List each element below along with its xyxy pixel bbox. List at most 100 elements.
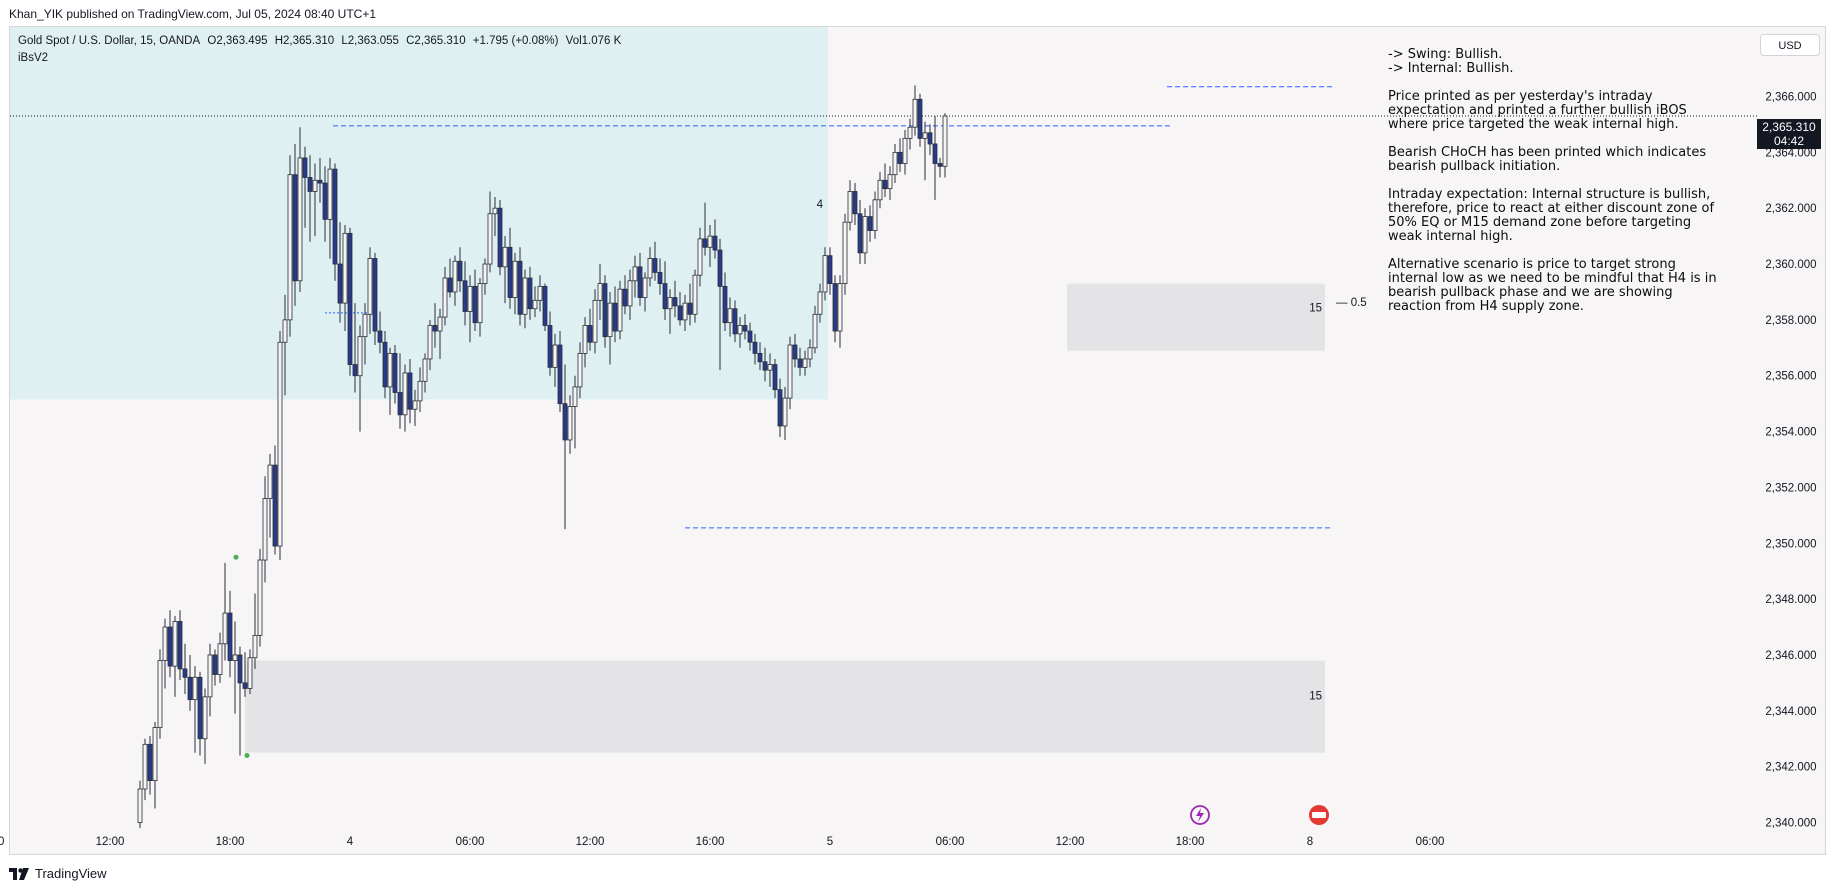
bull-candle <box>477 283 483 324</box>
bull-candle <box>802 358 808 368</box>
high-value: H2,365.310 <box>274 35 335 47</box>
bear-candle <box>187 676 193 701</box>
y-tick-label: 2,360.000 <box>1765 259 1816 271</box>
bear-candle <box>752 341 758 354</box>
note-swing: -> Swing: Bullish. <box>1388 47 1503 62</box>
bear-candle <box>622 288 628 307</box>
bear-candle <box>662 283 668 310</box>
bull-candle <box>682 302 688 321</box>
bull-candle <box>152 727 158 782</box>
bear-candle <box>212 654 218 675</box>
bull-candle <box>847 191 853 223</box>
currency-button[interactable]: USD <box>1760 34 1820 56</box>
y-tick-label: 2,340.000 <box>1765 818 1816 830</box>
bull-candle <box>492 207 498 215</box>
bear-candle <box>302 157 308 178</box>
bear-candle <box>747 330 753 343</box>
bull-candle <box>582 325 588 354</box>
last-price-tag: 2,365.310 04:42 <box>1757 119 1821 149</box>
bull-candle <box>232 654 238 661</box>
bear-candle <box>392 352 398 393</box>
bear-candle <box>717 249 723 287</box>
bull-candle <box>707 235 713 248</box>
bull-candle <box>297 157 303 282</box>
bull-candle <box>822 255 828 293</box>
bear-candle <box>857 213 863 254</box>
bear-candle <box>227 612 233 661</box>
bull-candle <box>282 319 288 343</box>
bear-candle <box>322 182 328 220</box>
x-tick-label: 06:00 <box>0 836 4 848</box>
bull-candle <box>172 621 178 667</box>
bull-candle <box>627 280 633 307</box>
bull-candle <box>787 344 793 399</box>
bull-candle <box>357 336 363 377</box>
y-tick-label: 2,364.000 <box>1765 147 1816 159</box>
bear-candle <box>832 283 838 332</box>
bull-candle <box>642 277 648 298</box>
bull-candle <box>162 626 168 661</box>
bear-candle <box>932 143 938 164</box>
bull-candle <box>437 316 443 332</box>
bull-candle <box>572 386 578 407</box>
bear-candle <box>772 364 778 391</box>
bull-candle <box>222 612 228 645</box>
y-tick-label: 2,344.000 <box>1765 706 1816 718</box>
lightning-event-icon <box>1190 805 1210 825</box>
bull-candle <box>522 277 528 315</box>
y-tick-label: 2,362.000 <box>1765 203 1816 215</box>
bear-candle <box>612 302 618 332</box>
bull-candle <box>862 216 868 254</box>
bull-candle <box>422 358 428 382</box>
bear-candle <box>677 305 683 321</box>
y-tick-label: 2,354.000 <box>1765 427 1816 439</box>
last-price: 2,365.310 <box>1762 120 1816 134</box>
bear-candle <box>732 308 738 335</box>
y-tick-label: 2,346.000 <box>1765 650 1816 662</box>
volume-value: Vol1.076 K <box>565 35 622 47</box>
bear-candle <box>307 177 313 192</box>
bull-candle <box>417 380 423 402</box>
x-tick-label: 8 <box>1307 836 1313 848</box>
bull-candle <box>137 788 143 823</box>
bull-candle <box>842 221 848 284</box>
swing-low-marker <box>244 752 250 758</box>
bull-candle <box>532 299 538 310</box>
bull-candle <box>577 352 583 388</box>
bull-candle <box>872 199 878 231</box>
supply-zone-label: 15 <box>1309 303 1322 315</box>
y-tick-label: 2,356.000 <box>1765 371 1816 383</box>
bull-candle <box>812 313 818 349</box>
bear-candle <box>527 277 533 310</box>
bear-candle <box>762 361 768 371</box>
bear-candle <box>292 174 298 282</box>
bull-candle <box>767 364 773 371</box>
bull-candle <box>552 344 558 368</box>
bull-candle <box>647 258 653 279</box>
us-flag-stripe-icon <box>1312 812 1326 818</box>
bear-candle <box>337 263 343 304</box>
symbol-name[interactable]: Gold Spot / U.S. Dollar, 15, OANDA <box>18 35 201 47</box>
bull-candle <box>632 266 638 282</box>
bear-candle <box>377 330 383 343</box>
bear-candle <box>712 235 718 251</box>
bull-candle <box>922 132 928 139</box>
bear-candle <box>602 283 608 338</box>
indicator-name[interactable]: iBsV2 <box>18 52 49 64</box>
bear-candle <box>882 179 888 190</box>
x-tick-label: 06:00 <box>1416 836 1445 848</box>
bull-candle <box>837 283 843 332</box>
demand-zone-label: 15 <box>1309 691 1322 703</box>
bear-candle <box>672 297 678 307</box>
bull-candle <box>727 308 733 324</box>
bear-candle <box>652 258 658 273</box>
bull-candle <box>342 232 348 304</box>
lightning-bolt-icon <box>1196 808 1204 822</box>
bear-candle <box>472 285 478 324</box>
footer-brand[interactable]: TradingView <box>9 866 107 881</box>
bull-candle <box>782 397 788 427</box>
bull-candle <box>157 660 163 728</box>
publisher-line: Khan_YIK published on TradingView.com, J… <box>9 7 377 21</box>
bear-candle <box>317 179 323 184</box>
